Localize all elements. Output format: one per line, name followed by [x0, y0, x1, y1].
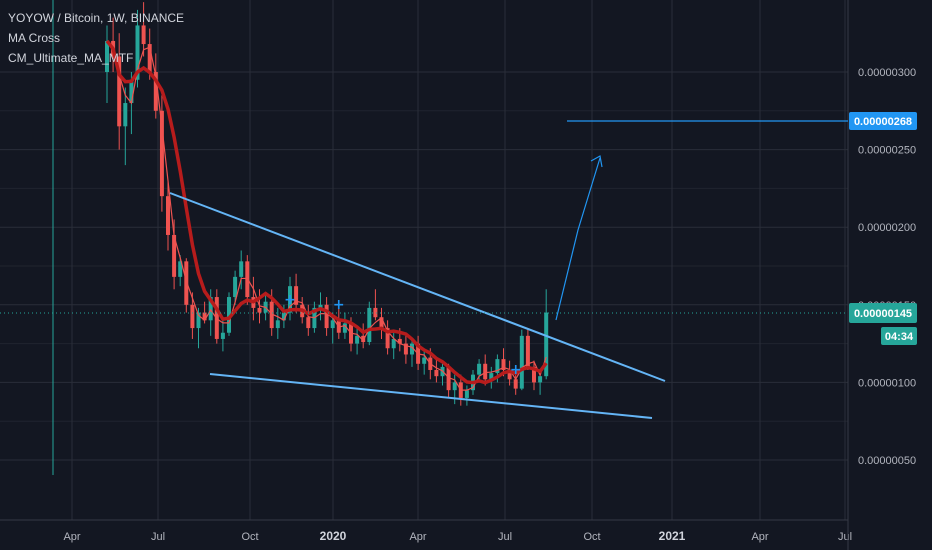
candle-body — [525, 335, 530, 367]
candle-body — [342, 323, 347, 333]
candle-body — [269, 301, 274, 329]
candle-body — [452, 382, 457, 391]
candle-body — [489, 373, 494, 380]
candle-body — [544, 312, 549, 377]
candle-body — [202, 312, 207, 321]
candle-body — [324, 304, 329, 329]
candle-body — [105, 40, 109, 72]
y-tick-label: 0.00000250 — [858, 145, 916, 157]
candle-body — [397, 338, 402, 344]
candle-body — [190, 304, 195, 329]
ma-cross-marker: + — [333, 297, 345, 313]
x-tick-label: 2020 — [320, 529, 347, 543]
candle-body — [166, 196, 170, 235]
candle-body — [495, 359, 500, 374]
candle-body — [275, 320, 280, 329]
candle-body — [355, 335, 360, 344]
candle-body — [172, 234, 177, 277]
ma-cross-marker: + — [510, 362, 522, 378]
candle-body — [281, 312, 286, 321]
candle-body — [141, 25, 146, 45]
candle-body — [410, 343, 414, 355]
candle-body — [483, 363, 488, 380]
candle-body — [288, 286, 292, 313]
candle-body — [379, 317, 384, 329]
candle-body — [385, 328, 390, 349]
current-price-text: 0.00000145 — [854, 308, 912, 320]
candle-body — [184, 261, 189, 305]
candle-body — [422, 357, 427, 364]
candle-body — [434, 369, 439, 377]
candle-body — [257, 307, 262, 313]
candle-body — [519, 335, 524, 389]
candle-body — [227, 297, 231, 333]
candle-body — [391, 338, 396, 349]
candle-body — [513, 379, 518, 389]
candle-body — [153, 72, 158, 111]
target-price-text: 0.00000268 — [854, 116, 912, 128]
candle-body — [507, 369, 512, 380]
candle-body — [403, 343, 408, 355]
ma-slow-line — [105, 39, 548, 385]
legend-symbol[interactable]: YOYOW / Bitcoin, 1W, BINANCE — [8, 11, 185, 25]
candle-body — [294, 286, 299, 305]
x-tick-label: Jul — [498, 531, 512, 543]
current-price-badge — [849, 303, 917, 323]
candle-body — [373, 307, 378, 318]
candle-body — [538, 376, 543, 383]
ma-fast-line — [106, 40, 547, 391]
candle-body — [446, 366, 451, 391]
countdown-text: 04:34 — [885, 331, 914, 343]
projection-arrow-line — [555, 157, 601, 321]
y-tick-label: 0.00000200 — [858, 222, 916, 234]
x-tick-label: Apr — [409, 531, 426, 543]
x-tick-label: Apr — [63, 531, 80, 543]
y-tick-label: 0.00000300 — [858, 67, 916, 79]
lower-trendline — [209, 373, 653, 419]
projection-arrowhead — [590, 155, 603, 168]
x-tick-label: Apr — [751, 531, 768, 543]
candle-body — [159, 110, 164, 197]
legend-indicator-ma-cross[interactable]: MA Cross — [8, 31, 61, 45]
candle-body — [196, 312, 201, 329]
candle-body — [464, 390, 469, 398]
candle-body — [123, 103, 128, 127]
x-tick-label: Oct — [583, 531, 600, 543]
y-tick-label: 0.00000100 — [858, 377, 916, 389]
x-tick-label: 2021 — [659, 529, 686, 543]
candle-body — [318, 304, 323, 308]
legend-indicator-cm-ultimate[interactable]: CM_Ultimate_MA_MTF — [8, 51, 134, 65]
candle-body — [233, 276, 238, 298]
candle-body — [135, 25, 140, 80]
candle-body — [306, 317, 311, 329]
candle-body — [147, 44, 152, 72]
candle-body — [477, 363, 482, 375]
upper-trendline — [169, 192, 666, 382]
candle-body — [330, 320, 335, 329]
candle-body — [178, 261, 183, 277]
countdown-badge — [881, 327, 917, 345]
candle-body — [501, 359, 506, 370]
candle-body — [239, 261, 244, 277]
candle-body — [532, 366, 536, 383]
ma-cross-marker: + — [284, 292, 296, 308]
candle-body — [208, 297, 213, 321]
candle-body — [220, 332, 225, 339]
candle-body — [361, 335, 366, 343]
chart-legend: YOYOW / Bitcoin, 1W, BINANCE MA Cross CM… — [8, 8, 184, 68]
x-tick-label: Jul — [838, 531, 852, 543]
target-price-badge — [849, 112, 917, 130]
candle-body — [367, 307, 372, 343]
x-tick-label: Oct — [241, 531, 258, 543]
y-tick-label: 0.00000050 — [858, 455, 916, 467]
candle-body — [129, 79, 134, 104]
x-tick-label: Jul — [151, 531, 165, 543]
candle-body — [117, 56, 122, 127]
